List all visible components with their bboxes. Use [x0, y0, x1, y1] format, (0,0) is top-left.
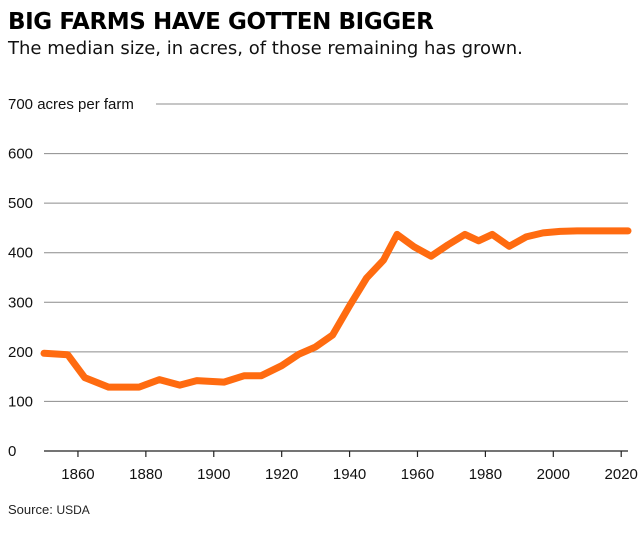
x-tick-label: 2020: [605, 466, 638, 483]
chart-title: BIG FARMS HAVE GOTTEN BIGGER: [8, 9, 434, 35]
x-tick-label: 1900: [197, 466, 230, 483]
x-tick-label: 1980: [469, 466, 502, 483]
source-label: Source:: [8, 502, 53, 517]
source-org: USDA: [56, 503, 90, 517]
y-tick-label: 200: [8, 344, 33, 361]
y-tick-label: 400: [8, 245, 33, 262]
y-tick-label: 0: [8, 443, 16, 460]
x-tick-label: 1960: [401, 466, 434, 483]
y-tick-label: 100: [8, 393, 33, 410]
y-tick-label: 300: [8, 294, 33, 311]
y-tick-label: 700 acres per farm: [8, 96, 134, 113]
y-tick-label: 600: [8, 146, 33, 163]
y-axis-labels: 0 100 200 300 400 500 600 700 acres per farm: [8, 96, 134, 460]
gridlines: [44, 103, 628, 452]
x-tick-label: 2000: [537, 466, 570, 483]
x-tick-label: 1940: [333, 466, 366, 483]
x-tick-label: 1880: [129, 466, 162, 483]
y-tick-label: 500: [8, 195, 33, 212]
series-line: [40, 227, 632, 391]
chart-subtitle: The median size, in acres, of those rema…: [8, 38, 523, 59]
source-note: Source: USDA: [8, 502, 90, 517]
series-layer: [40, 227, 632, 391]
x-tick-label: 1860: [61, 466, 94, 483]
x-axis-labels: 1860 1880 1900 1920 1940 1960 1980 2000 2020: [61, 451, 638, 483]
x-tick-label: 1920: [265, 466, 298, 483]
